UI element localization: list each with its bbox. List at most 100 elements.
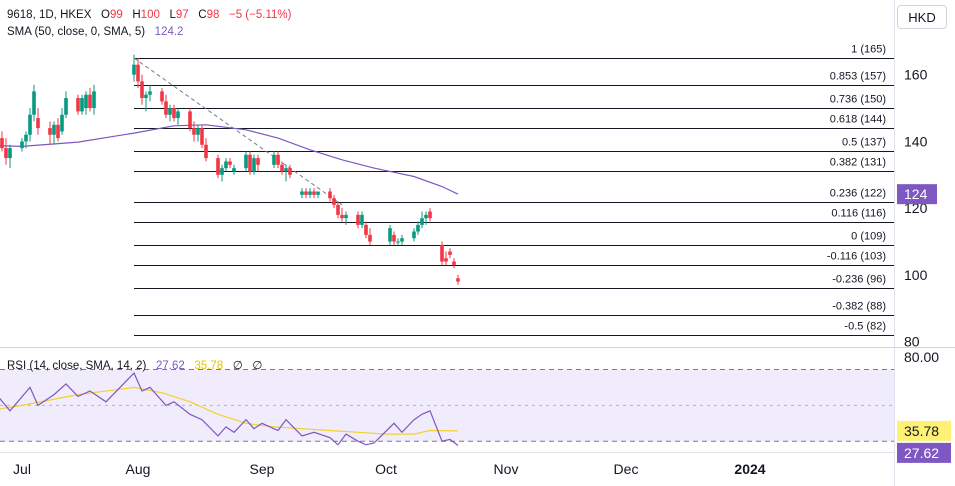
candle-body: [176, 111, 180, 119]
rsi-legend-extra-2: ∅: [252, 360, 263, 372]
candle: [136, 58, 140, 89]
candle: [424, 211, 428, 225]
candle-body: [204, 144, 208, 159]
time-tick-label: Aug: [126, 461, 151, 477]
candle: [364, 221, 368, 239]
candle-body: [440, 244, 444, 262]
candle: [276, 151, 280, 169]
rsi-legend-extra-1: ∅: [232, 360, 243, 372]
main-legend: 9618, 1D, HKEX O99 H100 L97 C98 −5 (−5.1…: [7, 8, 291, 22]
candle-body: [0, 138, 4, 149]
candle: [256, 154, 260, 172]
legend-open-label: O: [101, 9, 110, 21]
sma-line: [0, 124, 459, 195]
candle: [160, 88, 164, 105]
candle: [340, 208, 344, 222]
candle: [272, 151, 276, 169]
candle-body: [24, 134, 28, 142]
candle: [56, 118, 60, 142]
candle-body: [288, 168, 292, 175]
candle-body: [360, 214, 364, 225]
candle: [88, 88, 92, 112]
candle: [64, 91, 68, 119]
candle-body: [32, 91, 36, 115]
candle-body: [276, 154, 280, 165]
candle-body: [28, 114, 32, 135]
candle: [228, 158, 232, 169]
sma-price-badge-label: 124: [904, 186, 928, 202]
candle: [232, 164, 236, 175]
candle: [284, 164, 288, 182]
candle-body: [164, 101, 168, 115]
candle: [8, 144, 12, 169]
candle-body: [60, 114, 64, 132]
candle-body: [140, 81, 144, 99]
rsi-badge-label: 27.62: [904, 445, 939, 461]
time-tick-label: Nov: [494, 461, 519, 477]
rsi-legend: RSI (14, close, SMA, 14, 2) 27.62 35.78 …: [7, 359, 262, 373]
candle: [80, 94, 84, 115]
candle-body: [304, 191, 308, 195]
candle: [400, 234, 404, 245]
candle: [0, 131, 4, 152]
rsi-legend-ma-value: 35.78: [194, 360, 224, 372]
legend-close-value: 98: [206, 9, 220, 21]
candle-body: [256, 158, 260, 165]
candle-body: [76, 98, 80, 112]
candle-body: [232, 168, 236, 172]
candle-body: [344, 214, 348, 219]
candle: [32, 84, 36, 122]
candle: [200, 124, 204, 149]
candle: [412, 228, 416, 242]
candle-body: [272, 154, 276, 165]
rsi-ma-badge-label: 35.78: [904, 423, 939, 439]
candle: [300, 188, 304, 199]
candle-body: [356, 214, 360, 225]
candle-body: [420, 218, 424, 225]
candle: [60, 108, 64, 135]
candle-body: [200, 128, 204, 145]
candle: [188, 108, 192, 132]
fib-level-label: -0.382 (88): [832, 301, 886, 313]
candle-body: [64, 98, 68, 115]
candle-body: [192, 128, 196, 135]
candle: [368, 228, 372, 245]
candle: [204, 138, 208, 162]
time-tick-label: Sep: [250, 461, 275, 477]
candle: [388, 224, 392, 245]
candle-body: [160, 91, 164, 102]
candle: [36, 108, 40, 135]
fib-level-label: 1 (165): [851, 44, 886, 56]
candle: [172, 104, 176, 122]
candle-body: [336, 204, 340, 215]
legend-change: −5 (−5.11%): [229, 9, 292, 21]
candle-body: [168, 108, 172, 115]
fib-level-label: 0.736 (150): [830, 94, 886, 106]
legend-low-label: L: [169, 9, 176, 21]
rsi-ma-badge: [897, 420, 951, 441]
currency-button[interactable]: HKD: [897, 5, 947, 29]
candle: [444, 251, 448, 265]
candle-body: [248, 154, 252, 172]
candle-body: [280, 164, 284, 172]
candle: [308, 188, 312, 199]
candle: [396, 238, 400, 245]
candle: [164, 94, 168, 119]
price-tick-label: 140: [904, 133, 928, 149]
candle: [356, 211, 360, 229]
fib-level-label: 0.236 (122): [830, 188, 886, 200]
rsi-line: [0, 372, 459, 446]
candle-body: [312, 191, 316, 195]
candle: [20, 138, 24, 152]
candle: [452, 258, 456, 269]
candle: [28, 108, 32, 142]
candle-body: [252, 158, 256, 172]
candle-body: [8, 148, 12, 159]
legend-high-value: 100: [140, 9, 160, 21]
candle-body: [400, 238, 404, 242]
candle-body: [300, 191, 304, 195]
candle: [316, 191, 320, 199]
time-tick-label: Oct: [375, 461, 397, 477]
candle-body: [92, 91, 96, 109]
